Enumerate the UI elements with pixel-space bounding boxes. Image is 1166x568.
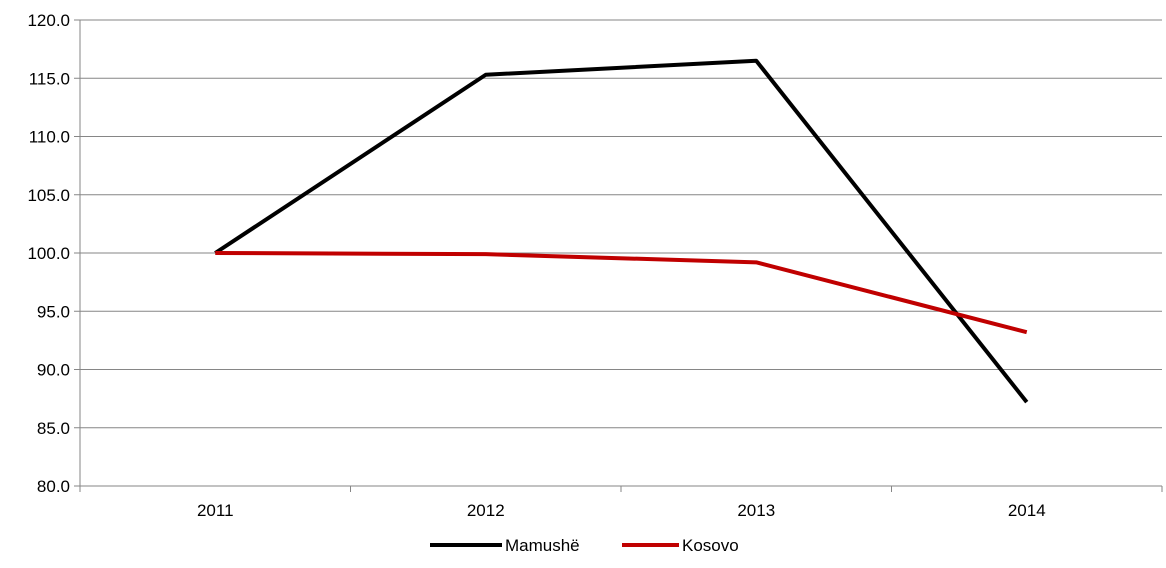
y-tick-label: 80.0 (37, 477, 70, 496)
legend-label: Kosovo (682, 536, 739, 555)
y-tick-label: 85.0 (37, 419, 70, 438)
series-line-mamush- (214, 58, 1029, 404)
series-line-kosovo (215, 251, 1028, 335)
y-tick-label: 90.0 (37, 361, 70, 380)
x-tick-label: 2014 (1008, 501, 1046, 520)
y-tick-label: 100.0 (27, 244, 70, 263)
x-tick-label: 2011 (197, 501, 234, 520)
x-tick-label: 2012 (467, 501, 505, 520)
y-axis-tick-labels: 80.0 85.0 90.0 95.0 100.0 105.0 110.0 115.0 120.… (27, 11, 70, 496)
y-tick-label: 110.0 (29, 128, 70, 147)
legend: Mamushë Kosovo (430, 536, 739, 555)
y-tick-label: 115.0 (29, 69, 70, 88)
y-tick-label: 120.0 (27, 11, 70, 30)
y-tick-label: 105.0 (27, 186, 70, 205)
series-lines (214, 58, 1029, 404)
legend-label: Mamushë (505, 536, 580, 555)
y-tick-label: 95.0 (37, 302, 70, 321)
x-axis-tick-labels: 2011 2012 2013 2014 (197, 501, 1046, 520)
axes (74, 19, 1163, 492)
x-tick-label: 2013 (737, 501, 775, 520)
